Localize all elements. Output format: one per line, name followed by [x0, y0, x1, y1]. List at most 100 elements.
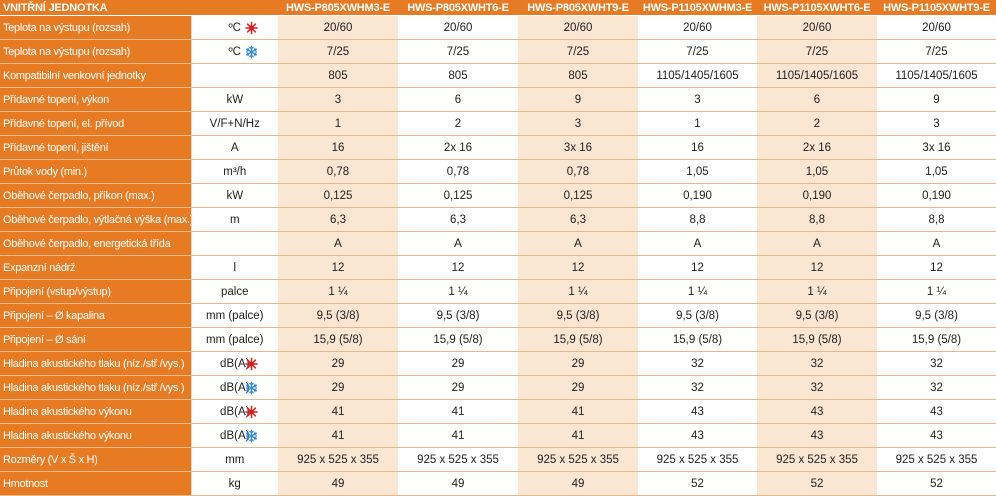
table-cell: 2 [757, 111, 877, 136]
table-cell: 925 x 525 x 355 [398, 447, 518, 472]
row-unit-cell: dB(A) [190, 399, 278, 424]
row-label: Oběhové čerpadlo, energetická třída [0, 231, 191, 256]
table-cell: 3 [278, 87, 398, 112]
model-header: HWS-P805XWHT9-E [518, 0, 638, 16]
table-cell: 8,8 [638, 207, 757, 232]
table-row: Hmotnost kg 49 49 49 52 52 52 [0, 471, 996, 496]
row-unit-cell: m³/h [190, 159, 278, 184]
table-cell: 0,78 [278, 159, 398, 184]
row-unit-cell: A [190, 135, 278, 160]
row-unit-cell: ºC [190, 39, 278, 64]
row-unit: dB(A) [220, 429, 250, 442]
row-unit-cell: dB(A) [190, 351, 278, 376]
table-cell: 9 [518, 87, 638, 112]
table-cell: 2 [398, 111, 518, 136]
table-cell: 1105/1405/1605 [638, 63, 757, 88]
table-cell: 32 [877, 351, 996, 376]
table-cell: 1 [278, 111, 398, 136]
table-cell: 925 x 525 x 355 [518, 447, 638, 472]
row-unit-cell: m [190, 207, 278, 232]
table-cell: 9 [877, 87, 996, 112]
table-row: Přídavné topení, výkon kW 3 6 9 3 6 9 [0, 87, 996, 112]
row-unit: mm [225, 453, 245, 466]
table-cell: 1 ¼ [638, 279, 757, 304]
table-cell: 8,8 [877, 207, 996, 232]
row-unit: mm (palce) [205, 309, 264, 322]
table-cell: 925 x 525 x 355 [638, 447, 757, 472]
model-header: HWS-P1105XWHT9-E [877, 0, 996, 16]
table-cell: 805 [398, 63, 518, 88]
table-cell: 29 [518, 351, 638, 376]
table-cell: 32 [638, 351, 757, 376]
table-cell: 3 [638, 87, 757, 112]
table-row: Připojení – Ø kapalina mm (palce) 9,5 (3/8… [0, 303, 996, 328]
row-label: Přídavné topení, jištění [0, 135, 191, 160]
table-cell: 3 [877, 111, 996, 136]
table-cell: 6,3 [398, 207, 518, 232]
table-cell: 15,9 (5/8) [638, 327, 757, 352]
table-cell: 7/25 [278, 39, 398, 64]
model-header: HWS-P805XWHT6-E [398, 0, 518, 16]
heat-icon [245, 405, 258, 418]
row-unit: ºC [228, 45, 241, 58]
table-cell: 49 [518, 471, 638, 496]
table-cell: 1 ¼ [398, 279, 518, 304]
table-cell: 9,5 (3/8) [398, 303, 518, 328]
header-label: VNITŘNÍ JEDNOTKA [0, 0, 191, 16]
row-unit-cell: mm (palce) [190, 303, 278, 328]
table-cell: 0,190 [638, 183, 757, 208]
table-cell: 15,9 (5/8) [398, 327, 518, 352]
row-unit-cell: dB(A) [190, 423, 278, 448]
row-unit-cell: kg [190, 471, 278, 496]
row-label: Oběhové čerpadlo, výtlačná výška (max.) [0, 207, 191, 232]
row-unit: m [229, 213, 240, 226]
table-cell: 9,5 (3/8) [877, 303, 996, 328]
table-cell: 6 [398, 87, 518, 112]
table-cell: 32 [757, 351, 877, 376]
snowflake-icon [245, 45, 258, 58]
table-cell: 15,9 (5/8) [757, 327, 877, 352]
table-cell: 1105/1405/1605 [877, 63, 996, 88]
table-row: Oběhové čerpadlo, příkon (max.) kW 0,125 0,… [0, 183, 996, 208]
row-unit-cell: V/F+N/Hz [190, 111, 278, 136]
table-cell: 41 [518, 399, 638, 424]
table-cell: 1,05 [638, 159, 757, 184]
table-cell: A [757, 231, 877, 256]
table-cell: 12 [518, 255, 638, 280]
table-cell: 3 [518, 111, 638, 136]
table-cell: 9,5 (3/8) [518, 303, 638, 328]
table-cell: A [278, 231, 398, 256]
table-row: Expanzní nádrž l 12 12 12 12 12 12 [0, 255, 996, 280]
table-cell: 43 [877, 423, 996, 448]
row-label: Kompatibilní venkovní jednotky [0, 63, 191, 88]
table-cell: 0,190 [757, 183, 877, 208]
row-label: Připojení – Ø sání [0, 327, 191, 352]
row-unit-cell: kW [190, 183, 278, 208]
table-cell: 9,5 (3/8) [757, 303, 877, 328]
table-cell: 41 [278, 399, 398, 424]
row-unit-cell [190, 63, 278, 88]
table-cell: A [638, 231, 757, 256]
table-cell: 7/25 [518, 39, 638, 64]
table-cell: 1,05 [757, 159, 877, 184]
header-unit [191, 0, 278, 16]
table-cell: 41 [398, 399, 518, 424]
row-label: Teplota na výstupu (rozsah) [0, 39, 191, 64]
table-cell: 12 [638, 255, 757, 280]
table-cell: 43 [757, 399, 877, 424]
row-label: Hladina akustického výkonu [0, 423, 191, 448]
row-label: Expanzní nádrž [0, 255, 191, 280]
table-cell: 1105/1405/1605 [757, 63, 877, 88]
row-unit: m³/h [223, 165, 247, 178]
table-cell: 43 [638, 399, 757, 424]
table-row: Hladina akustického tlaku (níz./stř./vys… [0, 351, 996, 376]
table-row: Přídavné topení, el. přívod V/F+N/Hz 1 2 3 1 2… [0, 111, 996, 136]
row-label: Hladina akustického tlaku (níz./stř./vys… [0, 375, 191, 400]
table-cell: 9,5 (3/8) [638, 303, 757, 328]
table-cell: 15,9 (5/8) [518, 327, 638, 352]
table-cell: 20/60 [757, 15, 877, 40]
table-cell: 52 [877, 471, 996, 496]
table-cell: 8,8 [757, 207, 877, 232]
